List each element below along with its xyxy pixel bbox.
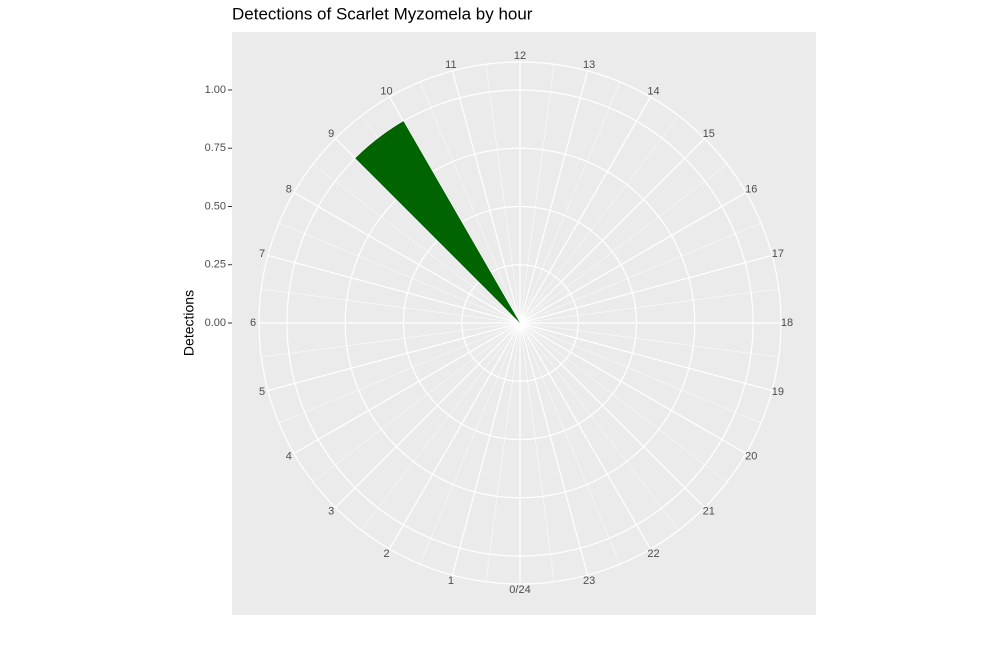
grid-spoke-minor	[519, 222, 762, 324]
grid-spoke	[335, 322, 521, 508]
y-tick-label: 1.00	[205, 84, 226, 96]
x-tick-label: 1	[448, 575, 454, 587]
grid-spoke-minor	[519, 322, 728, 483]
x-tick-label: 17	[772, 248, 784, 260]
grid-spoke-minor	[261, 322, 521, 358]
grid-spoke-minor	[419, 81, 521, 324]
x-tick-label: 6	[250, 317, 256, 329]
grid-spoke-minor	[312, 322, 521, 483]
x-tick-label: 19	[772, 386, 784, 398]
x-tick-label: 11	[445, 59, 456, 71]
x-tick-label: 23	[583, 575, 595, 587]
x-tick-label: 20	[745, 450, 757, 462]
x-tick-label: 2	[383, 548, 389, 560]
x-tick-label: 15	[703, 128, 715, 140]
grid-spoke-minor	[519, 163, 728, 324]
grid-spoke	[519, 254, 773, 324]
grid-spoke-minor	[419, 322, 521, 565]
grid-spoke-minor	[360, 322, 521, 531]
grid-spoke-minor	[519, 322, 779, 358]
grid-spoke-minor	[519, 64, 555, 324]
grid-spoke-minor	[519, 322, 762, 424]
x-tick-label: 9	[328, 128, 334, 140]
y-axis-title: Detections	[181, 290, 197, 356]
x-tick-label: 8	[286, 183, 292, 195]
grid-spoke-minor	[485, 64, 521, 324]
grid-spoke	[267, 254, 521, 324]
x-tick-label: 0/24	[509, 584, 530, 596]
grid-spoke-minor	[485, 322, 521, 582]
grid-spoke	[519, 322, 589, 576]
grid-spoke	[267, 322, 521, 392]
x-tick-label: 22	[647, 548, 659, 560]
y-tick-label: 0.25	[205, 259, 226, 271]
grid-spoke-minor	[519, 322, 621, 565]
y-tick-label: 0.00	[205, 317, 226, 329]
grid-spoke-minor	[278, 322, 521, 424]
x-tick-label: 21	[703, 506, 715, 518]
grid-spoke-minor	[312, 163, 521, 324]
grid-spoke	[519, 70, 589, 324]
grid-spoke	[293, 322, 521, 455]
grid-spoke	[519, 322, 705, 508]
x-tick-label: 5	[259, 386, 265, 398]
x-tick-label: 3	[328, 506, 334, 518]
grid-spoke	[293, 191, 521, 324]
y-tick-label: 0.75	[205, 142, 226, 154]
grid-spoke	[388, 322, 521, 550]
x-tick-label: 7	[259, 248, 265, 260]
grid-spoke	[519, 322, 773, 392]
x-tick-label: 12	[514, 50, 526, 62]
grid-spoke	[451, 70, 521, 324]
grid-spoke-minor	[519, 115, 680, 324]
grid-spoke-minor	[519, 322, 680, 531]
grid-spoke-minor	[278, 222, 521, 324]
x-tick-label: 10	[380, 86, 392, 98]
bar	[355, 121, 520, 323]
grid-spoke-minor	[519, 322, 555, 582]
grid-spoke	[519, 322, 747, 455]
grid-spoke	[451, 322, 521, 576]
x-tick-label: 14	[647, 86, 659, 98]
grid-spoke	[519, 96, 652, 324]
grid-spoke-minor	[519, 81, 621, 324]
x-tick-label: 13	[583, 59, 595, 71]
grid-spoke-minor	[261, 288, 521, 324]
chart-title: Detections of Scarlet Myzomela by hour	[232, 4, 533, 23]
grid-spoke-minor	[519, 288, 779, 324]
x-tick-label: 18	[781, 317, 793, 329]
grid-spoke	[519, 322, 652, 550]
x-tick-label: 4	[286, 450, 292, 462]
grid-spoke	[519, 138, 705, 324]
grid-spoke	[519, 191, 747, 324]
x-tick-label: 16	[745, 183, 757, 195]
y-tick-label: 0.50	[205, 200, 226, 212]
